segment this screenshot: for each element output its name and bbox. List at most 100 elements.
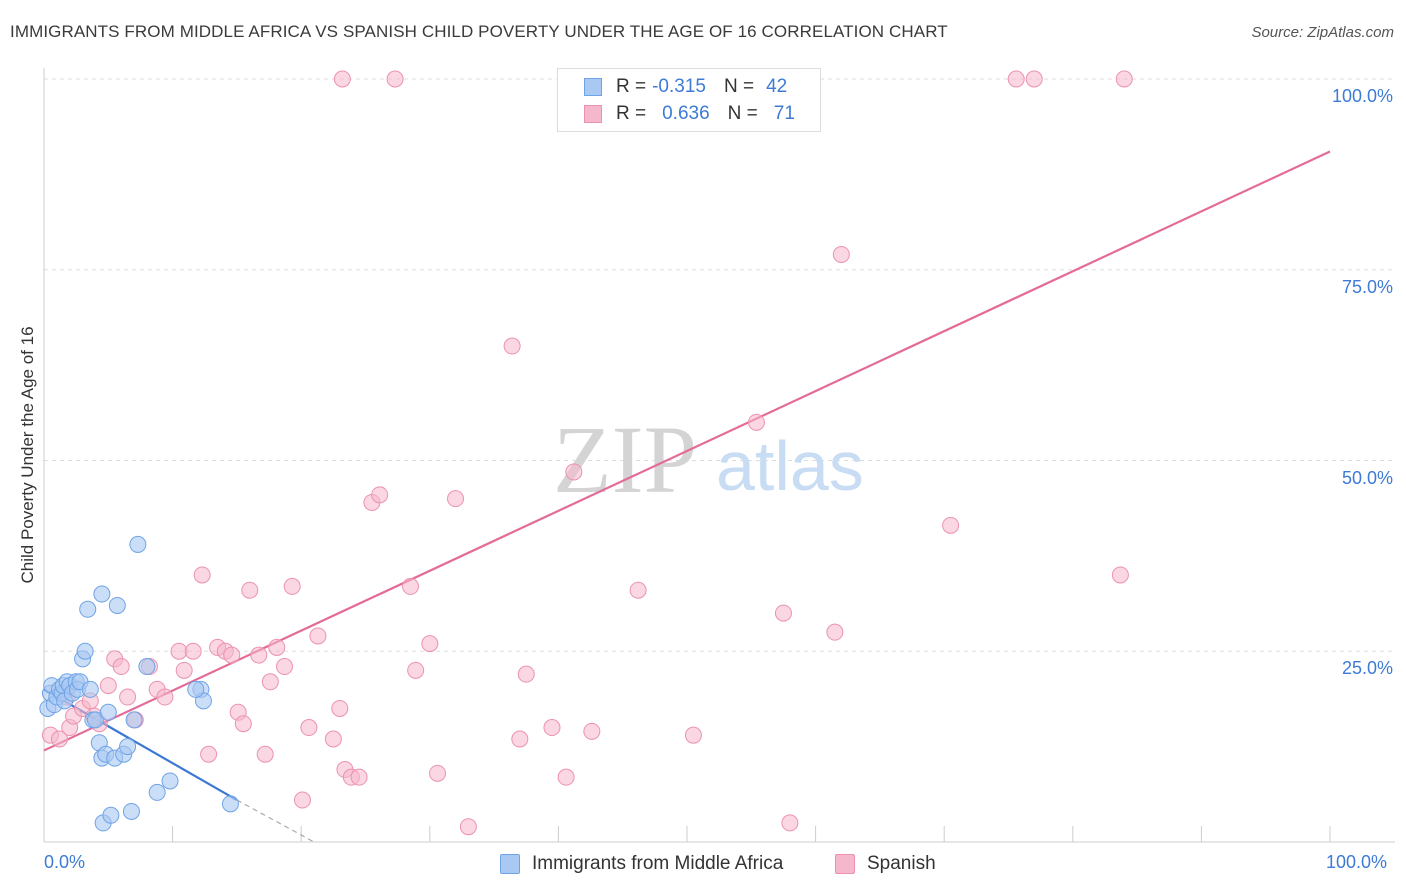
data-point-spanish <box>447 490 465 508</box>
data-point-spanish <box>234 715 252 733</box>
data-point-spanish <box>175 661 193 679</box>
data-point-spanish <box>119 688 137 706</box>
data-point-spanish <box>1111 566 1129 584</box>
legend-r-value: -0.315 <box>652 76 706 97</box>
bottom-legend-label: Immigrants from Middle Africa <box>532 853 784 874</box>
data-point-spanish <box>324 730 342 748</box>
trendline-middle-africa-extension <box>236 799 315 843</box>
data-point-spanish <box>112 658 130 676</box>
bottom-legend-swatch-blue <box>500 854 520 874</box>
legend-r-label: R = <box>616 103 647 124</box>
data-point-spanish <box>421 635 439 653</box>
data-point-middle-africa <box>99 703 117 721</box>
x-tick-max: 100.0% <box>1326 852 1388 872</box>
data-point-spanish <box>684 726 702 744</box>
legend-r-label: R = <box>616 76 647 97</box>
data-point-spanish <box>517 665 535 683</box>
data-point-spanish <box>331 699 349 717</box>
data-point-spanish <box>503 337 521 355</box>
data-point-middle-africa <box>138 658 156 676</box>
data-point-spanish <box>565 463 583 481</box>
data-point-spanish <box>557 768 575 786</box>
watermark-zip: ZIP <box>553 406 697 513</box>
data-point-spanish <box>942 516 960 534</box>
watermark: ZIP atlas <box>553 406 864 513</box>
data-point-middle-africa <box>122 802 140 820</box>
data-point-spanish <box>184 642 202 660</box>
data-point-middle-africa <box>129 535 147 553</box>
bottom-legend-spanish: Spanish <box>835 852 936 876</box>
data-point-spanish <box>429 764 447 782</box>
data-point-spanish <box>371 486 389 504</box>
data-point-spanish <box>300 719 318 737</box>
data-point-middle-africa <box>125 711 143 729</box>
data-point-spanish <box>156 688 174 706</box>
chart-title: IMMIGRANTS FROM MIDDLE AFRICA VS SPANISH… <box>10 22 948 41</box>
data-point-spanish <box>256 745 274 763</box>
data-point-spanish <box>511 730 529 748</box>
data-point-middle-africa <box>79 600 97 618</box>
data-point-spanish <box>459 818 477 836</box>
data-point-spanish <box>402 577 420 595</box>
data-point-spanish <box>268 638 286 656</box>
watermark-atlas: atlas <box>716 427 864 505</box>
data-point-spanish <box>283 577 301 595</box>
data-point-spanish <box>99 677 117 695</box>
data-point-middle-africa <box>81 680 99 698</box>
legend-n-label: N = <box>727 103 758 124</box>
data-point-spanish <box>774 604 792 622</box>
data-point-spanish <box>832 245 850 263</box>
data-point-spanish <box>241 581 259 599</box>
data-point-middle-africa <box>102 806 120 824</box>
data-point-middle-africa <box>148 783 166 801</box>
data-point-spanish <box>386 70 404 88</box>
data-point-spanish <box>309 627 327 645</box>
data-point-spanish <box>1025 70 1043 88</box>
data-point-middle-africa <box>119 738 137 756</box>
data-point-spanish <box>293 791 311 809</box>
data-point-spanish <box>193 566 211 584</box>
data-point-spanish <box>1115 70 1133 88</box>
data-point-middle-africa <box>86 711 104 729</box>
data-point-spanish <box>629 581 647 599</box>
data-point-middle-africa <box>108 596 126 614</box>
data-point-spanish <box>407 661 425 679</box>
data-point-spanish <box>333 70 351 88</box>
bottom-legend-middle-africa: Immigrants from Middle Africa <box>500 852 783 876</box>
data-point-spanish <box>583 722 601 740</box>
data-point-spanish <box>543 719 561 737</box>
spanish-points <box>41 70 1133 836</box>
legend-n-label: N = <box>723 76 755 97</box>
y-tick-label: 100.0% <box>1331 86 1393 106</box>
data-point-spanish <box>781 814 799 832</box>
legend-n-value: 71 <box>773 103 795 124</box>
data-point-spanish <box>50 730 68 748</box>
data-point-spanish <box>223 646 241 664</box>
legend-row-spanish: R = 0.636 N = 71 <box>584 102 795 126</box>
bottom-legend-swatch-pink <box>835 854 855 874</box>
y-tick-label: 25.0% <box>1341 658 1393 679</box>
data-point-middle-africa <box>93 585 111 603</box>
data-point-spanish <box>275 658 293 676</box>
legend-n-value: 42 <box>766 76 788 97</box>
legend-swatch-blue <box>584 78 602 96</box>
data-point-middle-africa <box>161 772 179 790</box>
y-tick-label: 50.0% <box>1341 467 1393 488</box>
data-point-spanish <box>200 745 218 763</box>
data-point-spanish <box>250 646 268 664</box>
data-point-spanish <box>261 673 279 691</box>
source-label: Source: ZipAtlas.com <box>1251 24 1394 41</box>
data-point-spanish <box>826 623 844 641</box>
data-point-spanish <box>350 768 368 786</box>
legend-swatch-pink <box>584 105 602 123</box>
gridlines <box>44 78 1395 652</box>
bottom-legend-label: Spanish <box>867 853 936 874</box>
data-point-spanish <box>170 642 188 660</box>
stats-legend: R = -0.315 N = 42 R = 0.636 N = 71 <box>557 68 821 132</box>
legend-r-value: 0.636 <box>662 103 710 124</box>
legend-row-middle-africa: R = -0.315 N = 42 <box>584 75 787 99</box>
data-point-middle-africa <box>187 680 205 698</box>
data-point-middle-africa <box>221 795 239 813</box>
y-tick-label: 75.0% <box>1341 276 1393 297</box>
